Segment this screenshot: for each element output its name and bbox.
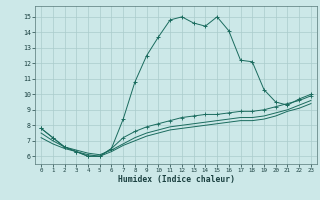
X-axis label: Humidex (Indice chaleur): Humidex (Indice chaleur) xyxy=(117,175,235,184)
